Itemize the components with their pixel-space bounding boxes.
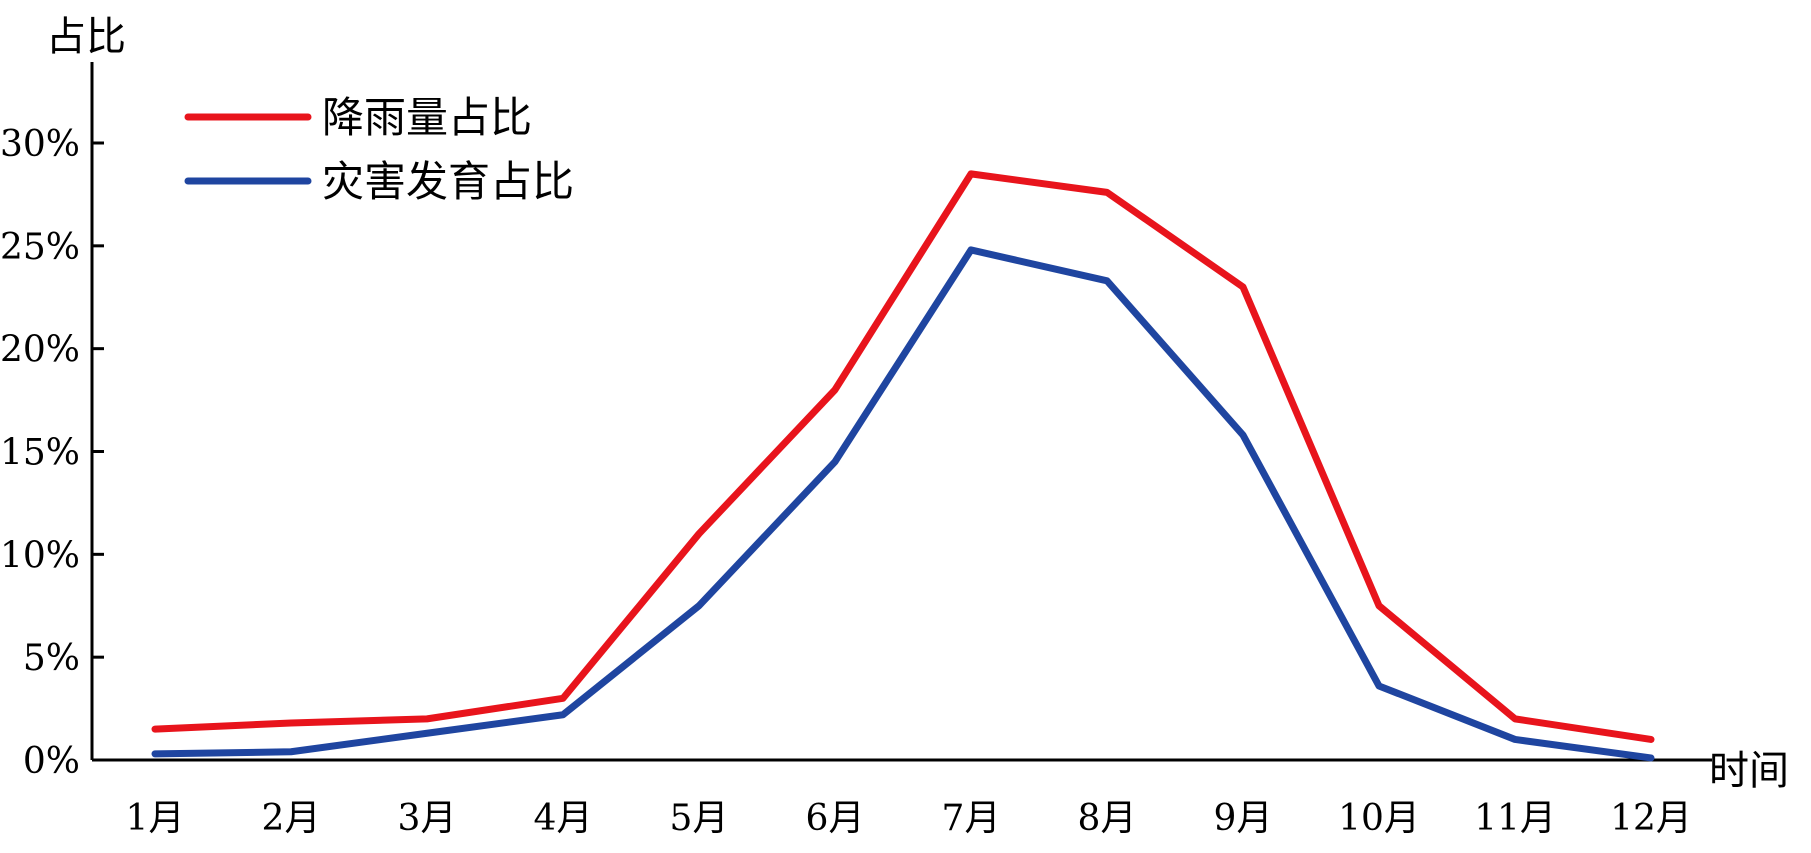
series-line-2 bbox=[151, 246, 1655, 762]
x-tick-label: 2月 bbox=[262, 798, 321, 839]
x-tick-label: 9月 bbox=[1214, 798, 1273, 839]
x-tick-label: 7月 bbox=[942, 798, 1001, 839]
y-tick-label: 20% bbox=[0, 330, 80, 371]
y-ticks: 0% 5% 10% 15% 20% 25% 30% bbox=[0, 124, 104, 782]
x-tick-label: 3月 bbox=[398, 798, 457, 839]
x-tick-label: 11月 bbox=[1474, 798, 1556, 839]
x-tick-label: 5月 bbox=[670, 798, 729, 839]
y-tick-label: 0% bbox=[23, 741, 80, 782]
y-tick-label: 10% bbox=[0, 535, 80, 576]
x-tick-label: 12月 bbox=[1610, 798, 1692, 839]
legend-label: 灾害发育占比 bbox=[322, 157, 574, 206]
x-tick-label: 4月 bbox=[534, 798, 593, 839]
series-line-1 bbox=[151, 170, 1655, 743]
x-tick-label: 8月 bbox=[1078, 798, 1137, 839]
axes bbox=[90, 62, 1712, 762]
x-tick-label: 10月 bbox=[1338, 798, 1420, 839]
y-tick-label: 30% bbox=[0, 124, 80, 165]
y-axis-title: 占比 bbox=[46, 14, 126, 60]
y-tick-label: 25% bbox=[0, 227, 80, 268]
x-tick-label: 6月 bbox=[806, 798, 865, 839]
legend-label: 降雨量占比 bbox=[322, 93, 532, 142]
x-tick-label: 1月 bbox=[126, 798, 185, 839]
x-ticks: 1月 2月 3月 4月 5月 6月 7月 8月 9月 10月 11月 12月 bbox=[126, 798, 1692, 839]
x-axis-title: 时间 bbox=[1709, 748, 1789, 794]
series-group bbox=[151, 170, 1655, 762]
y-tick-label: 5% bbox=[23, 638, 80, 679]
y-tick-label: 15% bbox=[0, 433, 80, 474]
